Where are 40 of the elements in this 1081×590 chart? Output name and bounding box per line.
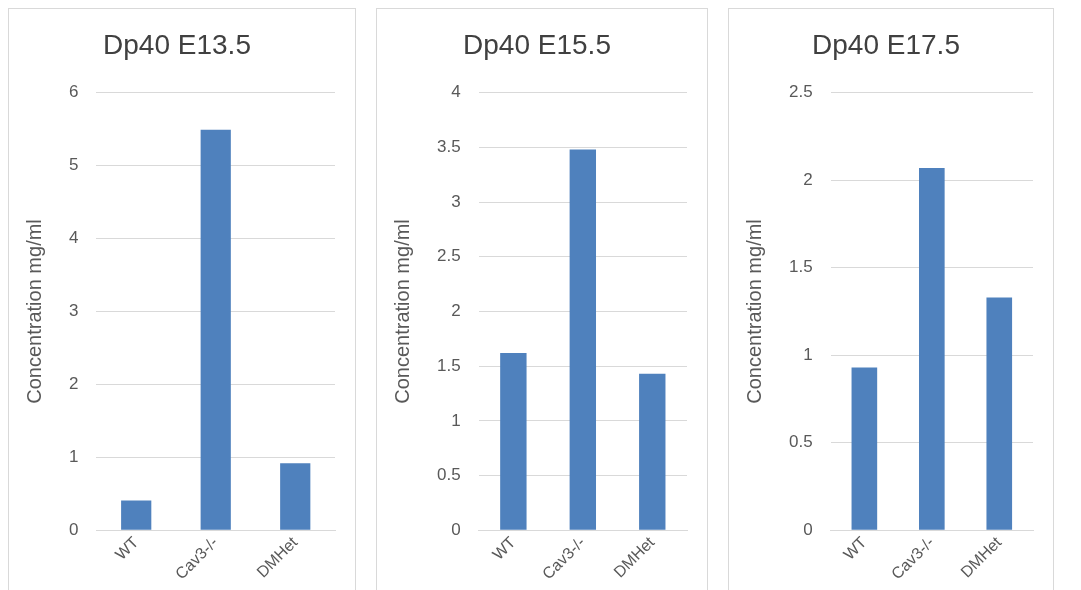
y-tick-label: 0.5 (436, 465, 461, 485)
y-tick-label: 0 (68, 520, 79, 540)
y-tick-label: 5 (68, 155, 79, 175)
y-tick-label: 3 (451, 191, 461, 211)
bar (121, 500, 152, 530)
y-axis-title: Concentration mg/ml (742, 219, 765, 404)
y-tick-label: 2 (803, 169, 813, 189)
bar (280, 463, 311, 530)
y-tick-label: 1.5 (788, 257, 813, 277)
y-tick-label: 0 (451, 520, 461, 540)
y-axis-title: Concentration mg/ml (390, 219, 413, 404)
y-tick-label: 3.5 (436, 137, 461, 156)
y-tick-label: 3 (68, 301, 79, 321)
bar (919, 167, 945, 530)
bar (200, 129, 231, 530)
chart-title: Dp40 E13.5 (103, 28, 251, 60)
y-tick-label: 2 (451, 301, 461, 321)
y-tick-label: 2.5 (788, 82, 813, 102)
y-tick-label: 0.5 (788, 432, 813, 452)
bar (986, 297, 1013, 530)
x-tick-label: WT (839, 533, 870, 563)
bar (500, 353, 527, 530)
bar (639, 373, 666, 530)
chart-title: Dp40 E17.5 (812, 28, 960, 60)
bar (851, 367, 878, 530)
y-tick-label: 4 (68, 228, 79, 248)
y-tick-label: 2 (68, 374, 79, 394)
chart-title: Dp40 E15.5 (463, 28, 611, 60)
y-tick-label: 1 (451, 410, 461, 430)
y-tick-label: 1.5 (436, 355, 461, 375)
y-tick-label: 4 (451, 82, 461, 102)
y-tick-label: 1 (803, 344, 813, 364)
x-tick-label: WT (111, 533, 142, 563)
bar (569, 149, 597, 530)
y-axis-title: Concentration mg/ml (22, 219, 45, 404)
y-tick-label: 1 (68, 447, 79, 467)
y-tick-label: 2.5 (436, 246, 461, 266)
y-tick-label: 0 (803, 520, 813, 540)
x-tick-label: WT (488, 533, 519, 563)
y-tick-label: 6 (68, 82, 79, 102)
